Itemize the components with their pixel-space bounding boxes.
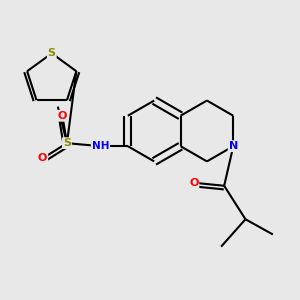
Text: O: O (38, 153, 47, 164)
Text: N: N (229, 141, 238, 151)
Text: O: O (189, 178, 198, 188)
Text: S: S (48, 48, 56, 58)
Text: O: O (58, 111, 67, 121)
Text: NH: NH (92, 141, 109, 151)
Text: S: S (63, 138, 71, 148)
